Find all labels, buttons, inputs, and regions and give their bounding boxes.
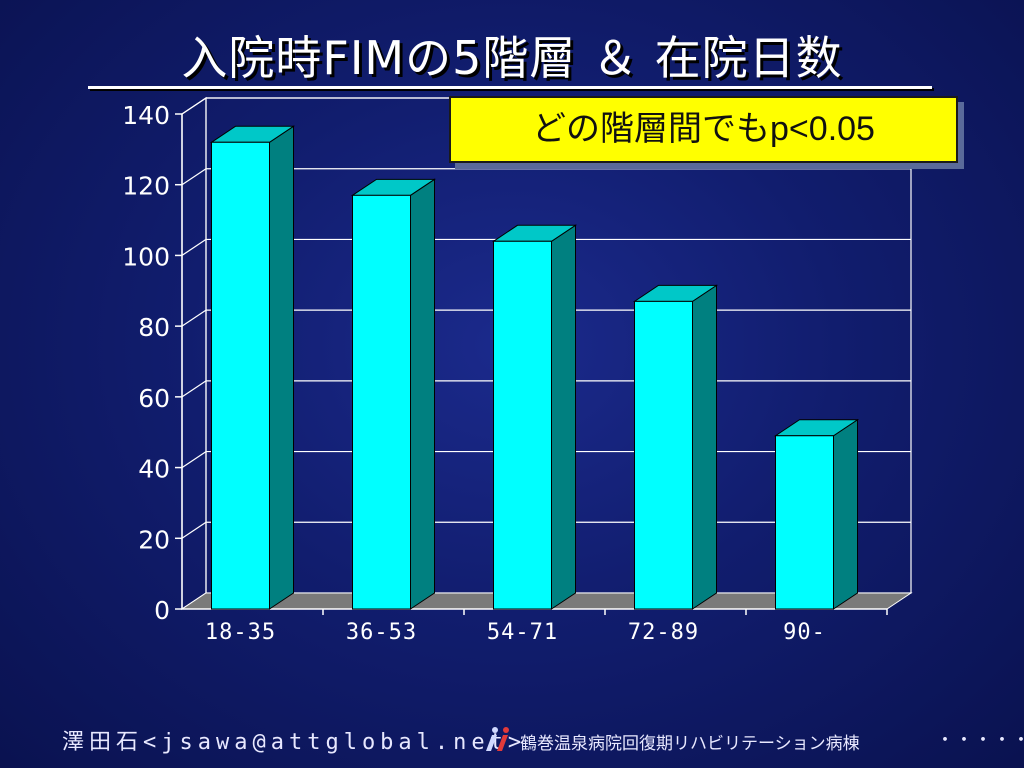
bar-side [551,224,576,610]
y-tick-label: 40 [138,455,170,484]
bar [634,300,693,610]
x-tick-label: 90- [783,620,826,645]
bar [352,194,411,610]
y-tick-label: 0 [154,596,170,625]
significance-callout: どの階層間でもp<0.05 [449,96,958,163]
x-tick-label: 18-35 [205,620,276,645]
y-tick-label: 20 [138,525,170,554]
author-contact: 澤田石<jsawa@attglobal.net> [62,730,527,755]
gridline-side [181,309,207,327]
chart-side-wall [181,96,207,611]
y-tick-label: 80 [138,313,170,342]
bar [775,435,834,610]
y-tick-label: 120 [122,172,170,201]
x-tick-label: 54-71 [487,620,558,645]
hospital-name: 鶴巻温泉病院回復期リハビリテーション病棟 [520,734,860,754]
bar-side [833,418,858,610]
y-tick-label: 100 [122,242,170,271]
gridline-side [181,168,207,186]
gridline-side [181,97,207,115]
bar-side [692,284,717,610]
bar-side [410,178,435,610]
gridline-side [181,451,207,469]
title-underline [88,86,932,89]
x-tick-label: 36-53 [346,620,417,645]
x-tick-label: 72-89 [628,620,699,645]
slide-title: 入院時FIMの5階層 ＆ 在院日数 [181,31,843,85]
footer-dots: ・・・・・・・ [936,730,1024,751]
gridline-side [181,238,207,256]
bar [493,240,552,610]
bar [211,141,270,610]
bar-chart: 0 20 40 60 80 100 120 140 18-35 36-53 54-71 72-89 90… [122,96,911,645]
hospital-logo-icon [486,727,509,751]
gridline-side [181,521,207,539]
gridline-side [181,380,207,398]
bar-side [269,125,294,610]
y-tick-label: 60 [138,384,170,413]
y-tick-label: 140 [122,101,170,130]
